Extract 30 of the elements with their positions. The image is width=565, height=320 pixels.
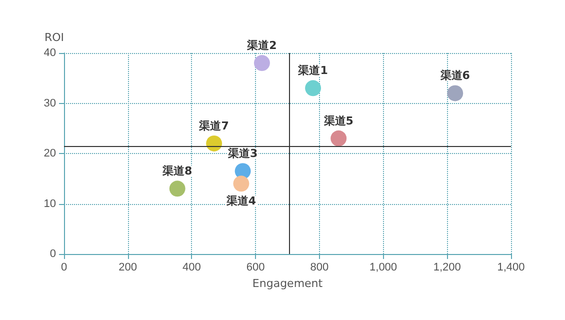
point — [447, 85, 464, 102]
x-axis-title: Engagement — [252, 276, 324, 290]
x-tick-label: 400 — [182, 262, 201, 274]
y-tick-label: 10 — [44, 198, 56, 210]
x-tick-label: 1,400 — [497, 262, 525, 274]
point — [233, 176, 250, 192]
x-tick-label: 1,000 — [370, 262, 398, 274]
x-tick-label: 600 — [246, 262, 265, 274]
point — [254, 55, 270, 72]
x-tick-label: 800 — [310, 262, 329, 274]
point — [305, 80, 322, 96]
series-label: 渠道3 — [226, 147, 258, 160]
series-label: 渠道4 — [225, 194, 256, 208]
point — [330, 130, 347, 146]
y-tick-label: 30 — [44, 97, 56, 110]
y-axis-title: ROI — [44, 31, 64, 44]
series-label: 渠道7 — [198, 119, 229, 132]
y-tick-label: 40 — [44, 47, 56, 59]
point — [169, 180, 186, 197]
x-tick-label: 0 — [60, 262, 68, 274]
series-label: 渠道2 — [246, 39, 277, 52]
series-label: 渠道6 — [439, 69, 470, 82]
series-label: 渠道8 — [162, 164, 192, 178]
x-tick-label: 1,200 — [433, 262, 461, 274]
y-tick-label: 20 — [44, 148, 56, 160]
series-label: 渠道5 — [322, 114, 354, 128]
series-label: 渠道1 — [297, 64, 328, 78]
point — [206, 135, 222, 152]
x-tick-label: 200 — [118, 262, 138, 274]
y-tick-label: 0 — [50, 248, 56, 260]
